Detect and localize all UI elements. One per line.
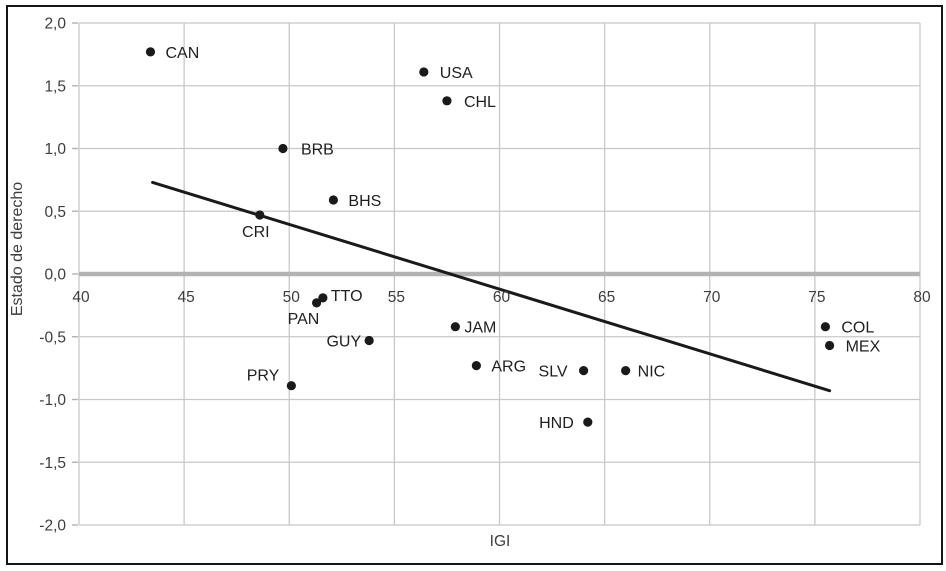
point-label-usa: USA — [440, 65, 473, 82]
x-tick-label: 50 — [283, 289, 301, 306]
x-tick-label: 80 — [913, 289, 931, 306]
point-label-chl: CHL — [464, 94, 496, 111]
data-point-col — [820, 322, 830, 332]
data-point-cri — [255, 210, 265, 220]
data-point-arg — [471, 361, 481, 371]
point-labels: CAN USA CHL BRB BHS CRI TTO PAN GUY JAM ARG SLV NIC H… — [165, 45, 880, 432]
point-label-bhs: BHS — [348, 193, 381, 210]
x-axis-title: IGI — [489, 533, 511, 550]
axis-tick-marks — [72, 22, 78, 526]
y-axis-title: Estado de derecho — [9, 181, 26, 317]
data-point-pan — [311, 298, 322, 308]
point-label-jam: JAM — [464, 320, 496, 337]
point-label-pry: PRY — [247, 368, 280, 385]
data-point-chl — [442, 96, 452, 106]
y-tick-label: -0,5 — [39, 329, 66, 346]
point-label-arg: ARG — [491, 359, 526, 376]
x-tick-label: 75 — [808, 289, 825, 306]
x-tick-label: 60 — [493, 289, 511, 306]
point-label-can: CAN — [165, 45, 199, 62]
point-label-slv: SLV — [539, 364, 568, 381]
point-label-mex: MEX — [846, 339, 881, 356]
data-point-jam — [450, 322, 460, 332]
point-label-cri: CRI — [242, 224, 270, 241]
trend-line — [151, 180, 832, 393]
trend-line-group — [151, 180, 832, 393]
x-tick-label: 55 — [388, 289, 405, 306]
y-tick-label: -2,0 — [39, 518, 66, 535]
x-tick-label: 45 — [178, 289, 195, 306]
y-tick-label: -1,5 — [39, 455, 66, 472]
point-label-guy: GUY — [326, 334, 361, 351]
data-points — [145, 47, 835, 427]
data-point-usa — [419, 67, 429, 77]
y-tick-label: 1,0 — [44, 141, 66, 158]
data-point-slv — [579, 366, 589, 376]
y-tick-label: 1,5 — [44, 78, 66, 95]
y-tick-label: 2,0 — [44, 16, 66, 33]
axis-tick-labels: 40 45 50 55 60 65 70 75 80 2,0 1,5 1,0 0,5 0,0 -0,5 -1,… — [39, 16, 931, 535]
y-tick-label: 0,0 — [44, 267, 66, 284]
point-label-brb: BRB — [301, 142, 334, 159]
x-tick-label: 65 — [598, 289, 615, 306]
data-point-nic — [621, 366, 631, 376]
data-point-brb — [278, 143, 288, 154]
data-point-guy — [364, 335, 374, 346]
x-tick-label: 70 — [703, 289, 721, 306]
point-label-tto: TTO — [331, 288, 363, 305]
point-label-pan: PAN — [288, 311, 320, 328]
y-tick-label: 0,5 — [44, 204, 66, 221]
point-label-hnd: HND — [539, 415, 574, 432]
point-label-col: COL — [841, 320, 874, 337]
data-point-bhs — [328, 195, 339, 205]
y-tick-label: -1,0 — [39, 392, 66, 409]
data-point-mex — [824, 340, 835, 351]
point-label-nic: NIC — [638, 364, 666, 381]
data-point-pry — [286, 381, 296, 391]
data-point-hnd — [583, 417, 593, 427]
data-point-can — [145, 47, 156, 57]
data-point-tto — [318, 293, 328, 303]
x-tick-label: 40 — [72, 289, 90, 306]
